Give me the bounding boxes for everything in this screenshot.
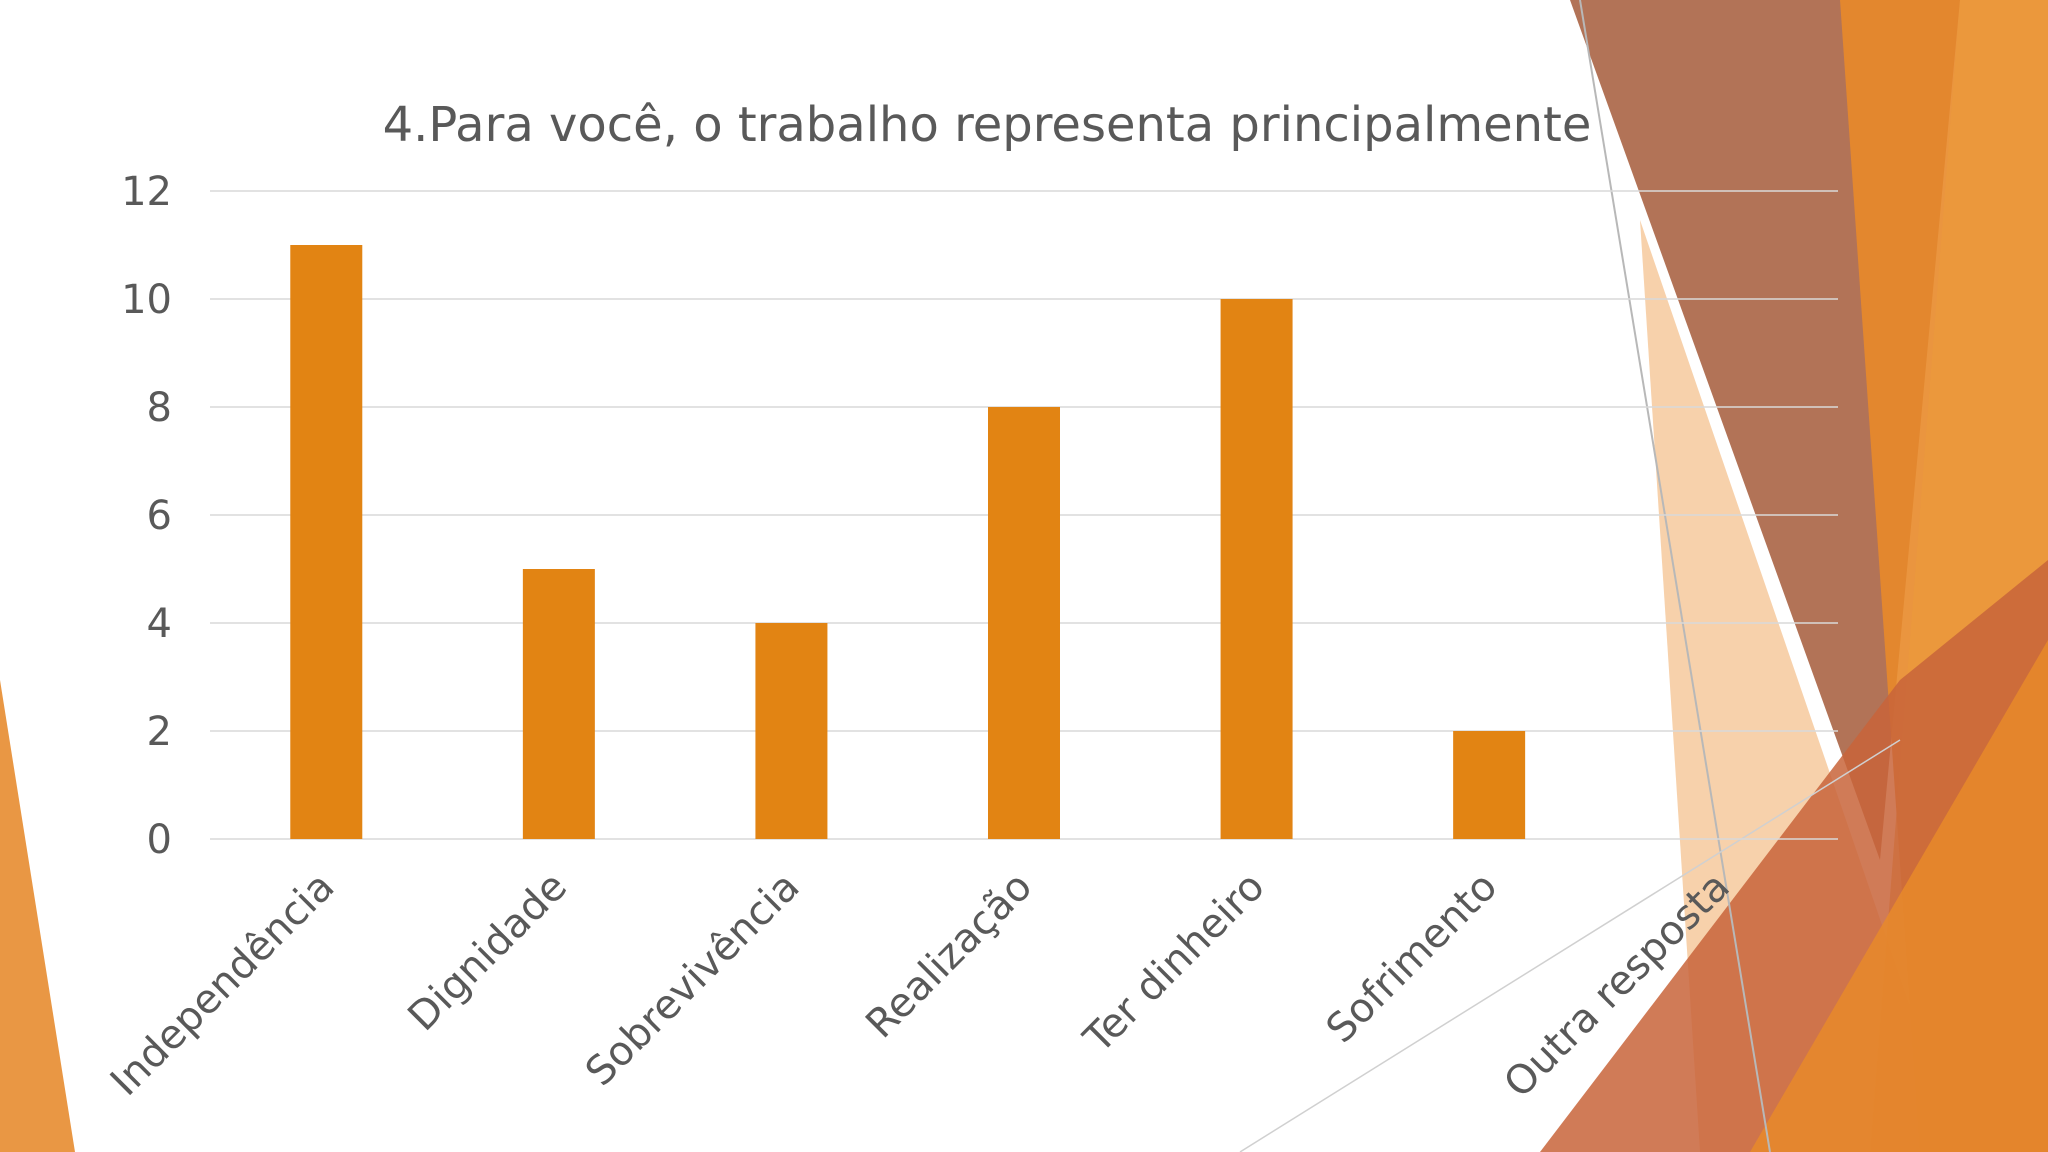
bar-2 — [522, 569, 595, 839]
left-orange-facet — [0, 680, 75, 1152]
x-category-label: Realização — [857, 864, 1041, 1048]
bar-5 — [1220, 299, 1293, 839]
bar-6 — [1453, 731, 1526, 839]
y-tick-label: 12 — [121, 169, 172, 215]
y-tick-label: 6 — [147, 493, 172, 539]
y-tick-label: 8 — [147, 385, 172, 431]
y-tick-label: 4 — [147, 601, 172, 647]
x-axis-labels: Independência Dignidade Sobrevivência Reali… — [102, 864, 1739, 1107]
y-tick-label: 0 — [147, 817, 172, 863]
y-axis-ticks: 0 2 4 6 8 10 12 — [121, 169, 172, 863]
x-category-label: Ter dinheiro — [1075, 864, 1274, 1063]
x-category-label: Dignidade — [399, 864, 576, 1041]
bar-1 — [290, 245, 363, 839]
bars — [290, 245, 1526, 839]
x-category-label: Independência — [102, 864, 343, 1105]
thin-diagonal-line — [1579, 0, 1771, 1152]
bar-4 — [988, 407, 1060, 839]
x-category-label: Sofrimento — [1318, 864, 1507, 1053]
bottom-orange-facet — [1750, 640, 2048, 1152]
chart-title: 4.Para você, o trabalho representa princ… — [383, 97, 1592, 153]
thin-diagonal-line-2 — [1239, 739, 1901, 1152]
y-tick-label: 2 — [147, 709, 172, 755]
y-tick-label: 10 — [121, 277, 172, 323]
x-category-label: Outra resposta — [1495, 864, 1738, 1107]
x-category-label: Sobrevivência — [577, 864, 809, 1096]
bar-3 — [755, 623, 828, 839]
